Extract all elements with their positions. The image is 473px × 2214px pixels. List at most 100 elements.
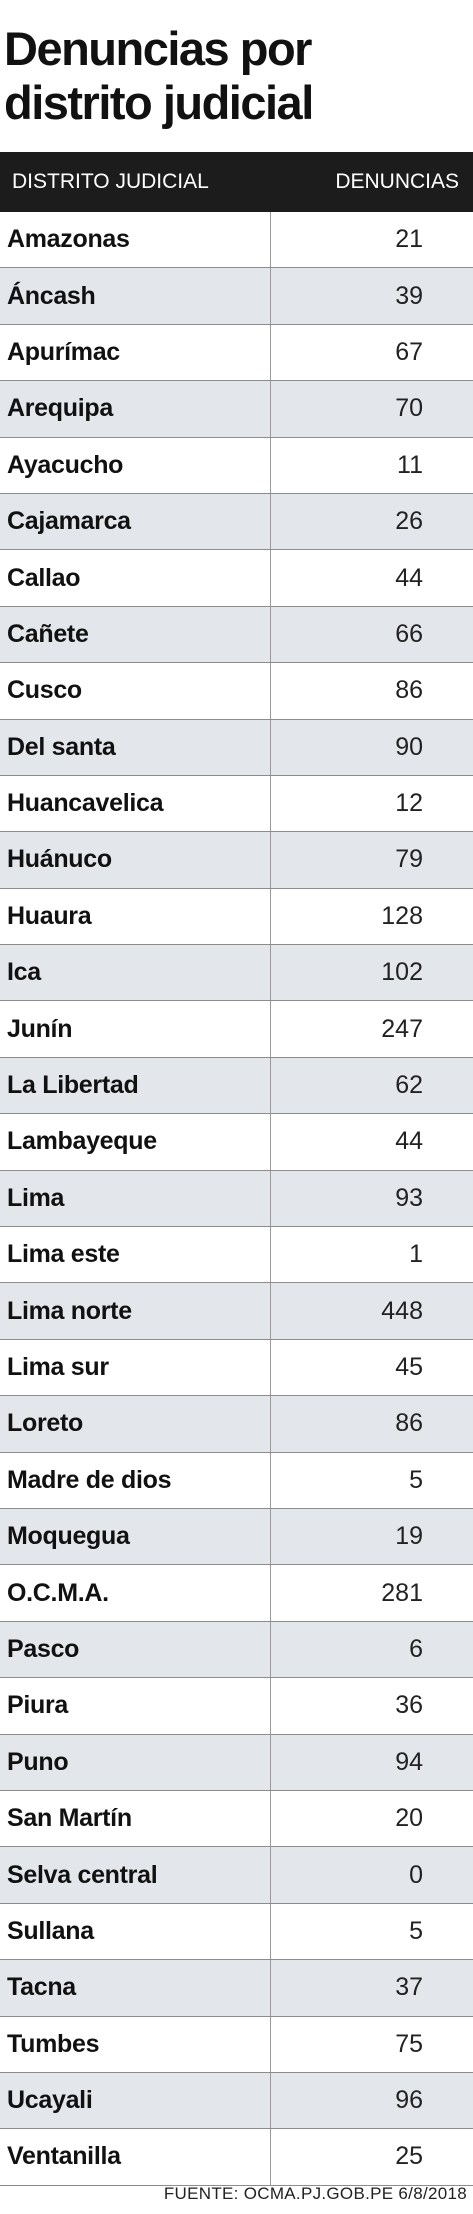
count-cell: 45: [270, 1339, 473, 1397]
count-cell: 67: [270, 324, 473, 382]
table-row: Huancavelica 12: [0, 775, 473, 833]
table-row: Junín 247: [0, 1000, 473, 1058]
district-cell: Huánuco: [0, 831, 271, 889]
count-cell: 21: [270, 212, 473, 269]
table-row: Ventanilla 25: [0, 2128, 473, 2186]
table-row: Lambayeque 44: [0, 1113, 473, 1171]
header-row: DISTRITO JUDICIAL DENUNCIAS: [0, 152, 473, 212]
district-cell: Cajamarca: [0, 493, 271, 551]
table-row: Ica 102: [0, 944, 473, 1002]
count-cell: 0: [270, 1846, 473, 1904]
district-cell: Apurímac: [0, 324, 271, 382]
table-row: Pasco 6: [0, 1621, 473, 1679]
district-cell: Ucayali: [0, 2072, 271, 2130]
count-cell: 86: [270, 1395, 473, 1453]
count-cell: 39: [270, 267, 473, 325]
table-row: Puno 94: [0, 1734, 473, 1791]
table-row: Selva central 0: [0, 1846, 473, 1904]
table-row: Amazonas 21: [0, 212, 473, 269]
count-cell: 19: [270, 1508, 473, 1566]
count-cell: 281: [270, 1564, 473, 1622]
count-cell: 5: [270, 1452, 473, 1509]
table-row: Tacna 37: [0, 1959, 473, 2017]
district-cell: Junín: [0, 1000, 271, 1058]
table-row: Áncash 39: [0, 267, 473, 325]
count-cell: 128: [270, 888, 473, 946]
table-row: Cajamarca 26: [0, 493, 473, 551]
count-cell: 12: [270, 775, 473, 833]
district-cell: Lima sur: [0, 1339, 271, 1397]
table-row: Moquegua 19: [0, 1508, 473, 1566]
table-row: Arequipa 70: [0, 380, 473, 438]
table-row: Loreto 86: [0, 1395, 473, 1453]
count-cell: 44: [270, 549, 473, 607]
district-cell: Ayacucho: [0, 437, 271, 494]
district-cell: Tumbes: [0, 2016, 271, 2073]
count-cell: 66: [270, 606, 473, 664]
count-cell: 62: [270, 1057, 473, 1115]
district-cell: Lima: [0, 1170, 271, 1228]
count-cell: 448: [270, 1282, 473, 1340]
table-row: Huaura 128: [0, 888, 473, 946]
district-cell: Pasco: [0, 1621, 271, 1679]
count-cell: 6: [270, 1621, 473, 1679]
count-cell: 86: [270, 662, 473, 720]
count-cell: 26: [270, 493, 473, 551]
table-row: Huánuco 79: [0, 831, 473, 889]
count-cell: 90: [270, 719, 473, 776]
count-cell: 70: [270, 380, 473, 438]
district-cell: Cañete: [0, 606, 271, 664]
table-row: San Martín 20: [0, 1790, 473, 1848]
district-cell: O.C.M.A.: [0, 1564, 271, 1622]
count-cell: 94: [270, 1734, 473, 1791]
table-row: Ayacucho 11: [0, 437, 473, 494]
district-cell: San Martín: [0, 1790, 271, 1848]
table-row: Cusco 86: [0, 662, 473, 720]
count-cell: 36: [270, 1677, 473, 1735]
district-cell: Loreto: [0, 1395, 271, 1453]
count-cell: 93: [270, 1170, 473, 1228]
source: FUENTE: OCMA.PJ.GOB.PE 6/8/2018: [163, 2184, 467, 2203]
table-row: Tumbes 75: [0, 2016, 473, 2073]
table-row: La Libertad 62: [0, 1057, 473, 1115]
district-cell: Ica: [0, 944, 271, 1002]
count-cell: 44: [270, 1113, 473, 1171]
district-cell: Huancavelica: [0, 775, 271, 833]
district-cell: Callao: [0, 549, 271, 607]
table-row: Sullana 5: [0, 1903, 473, 1961]
table-row: Lima este 1: [0, 1226, 473, 1284]
table-row: O.C.M.A. 281: [0, 1564, 473, 1622]
district-cell: Moquegua: [0, 1508, 271, 1566]
table-row: Piura 36: [0, 1677, 473, 1735]
count-cell: 79: [270, 831, 473, 889]
table-row: Callao 44: [0, 549, 473, 607]
count-cell: 247: [270, 1000, 473, 1058]
table-row: Ucayali 96: [0, 2072, 473, 2130]
district-cell: Selva central: [0, 1846, 271, 1904]
district-cell: Arequipa: [0, 380, 271, 438]
column-header: DISTRITO JUDICIAL: [0, 152, 270, 212]
table-row: Apurímac 67: [0, 324, 473, 382]
table-row: Del santa 90: [0, 719, 473, 776]
count-cell: 37: [270, 1959, 473, 2017]
district-cell: Piura: [0, 1677, 271, 1735]
data-table: DISTRITO JUDICIAL DENUNCIAS Amazonas 21 Án…: [0, 152, 473, 2186]
district-cell: Puno: [0, 1734, 271, 1791]
table-row: Lima sur 45: [0, 1339, 473, 1397]
district-cell: Sullana: [0, 1903, 271, 1961]
count-cell: 75: [270, 2016, 473, 2073]
table-row: Cañete 66: [0, 606, 473, 664]
column-header: DENUNCIAS: [270, 152, 473, 212]
count-cell: 102: [270, 944, 473, 1002]
count-cell: 5: [270, 1903, 473, 1961]
district-cell: Ventanilla: [0, 2128, 271, 2186]
table-row: Lima 93: [0, 1170, 473, 1228]
district-cell: Lima norte: [0, 1282, 271, 1340]
count-cell: 20: [270, 1790, 473, 1848]
district-cell: Tacna: [0, 1959, 271, 2017]
count-cell: 1: [270, 1226, 473, 1284]
district-cell: Del santa: [0, 719, 271, 776]
count-cell: 25: [270, 2128, 473, 2186]
district-cell: Amazonas: [0, 212, 271, 269]
